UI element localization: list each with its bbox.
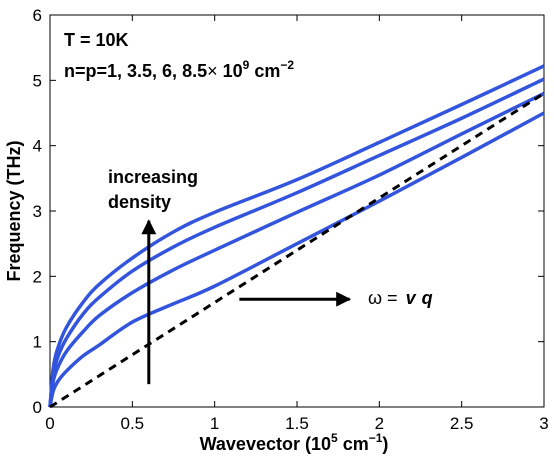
y-tick-label: 2	[33, 267, 42, 286]
density-annotation: n=p=1, 3.5, 6, 8.5× 109 cm−2	[64, 58, 294, 81]
dispersion-curve-1	[48, 111, 545, 408]
temperature-annotation: T = 10K	[64, 30, 129, 50]
x-tick-label: 2	[375, 414, 384, 433]
dispersion-curve-2	[48, 91, 545, 408]
y-tick-label: 5	[33, 71, 42, 90]
dispersion-curve-4	[48, 64, 545, 408]
x-tick-label: 0	[45, 414, 54, 433]
increasing-label-line2: density	[108, 192, 171, 212]
omega-label: ω = v q	[368, 288, 433, 308]
series-layer	[48, 64, 545, 409]
x-tick-label: 0.5	[121, 414, 145, 433]
x-axis-label: Wavevector (105 cm−1)	[200, 431, 389, 454]
x-ticks: 0 0.5 1 1.5 2 2.5 3	[45, 15, 549, 433]
y-tick-label: 1	[33, 333, 42, 352]
y-tick-label: 3	[33, 202, 42, 221]
x-tick-label: 2.5	[450, 414, 474, 433]
y-tick-label: 0	[33, 398, 42, 417]
increasing-label-line1: increasing	[108, 167, 198, 187]
x-tick-label: 3	[539, 414, 548, 433]
x-tick-label: 1.5	[285, 414, 309, 433]
y-tick-label: 4	[33, 137, 42, 156]
dispersion-curve-3	[48, 77, 545, 408]
x-tick-label: 1	[210, 414, 219, 433]
y-tick-label: 6	[33, 6, 42, 25]
y-axis-label: Frequency (THz)	[4, 140, 24, 281]
